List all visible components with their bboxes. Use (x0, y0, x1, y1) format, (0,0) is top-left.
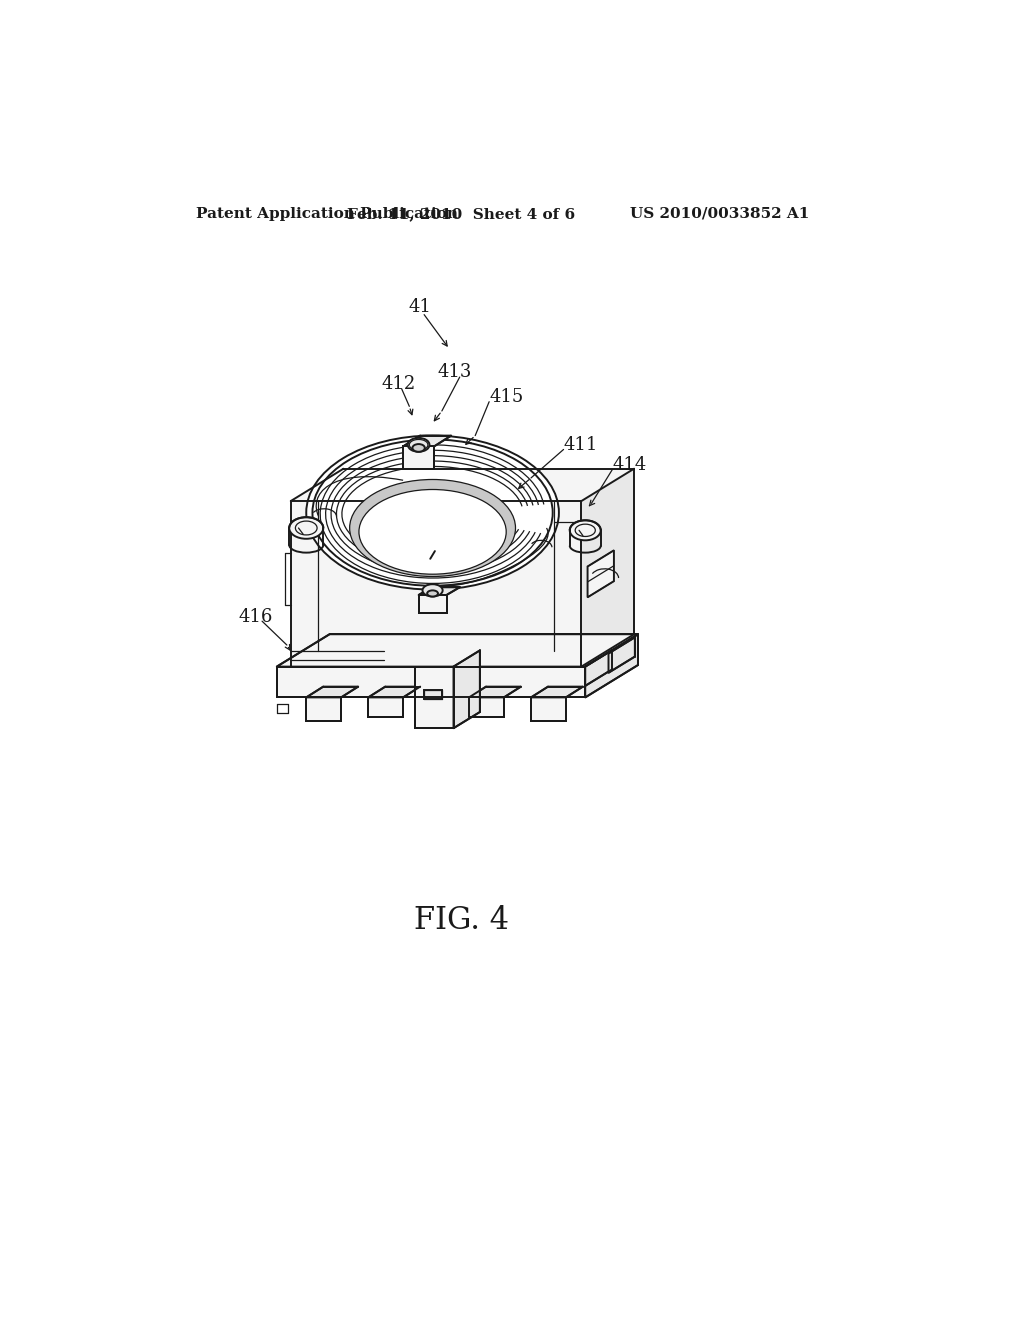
Text: 414: 414 (612, 455, 646, 474)
Polygon shape (306, 697, 341, 721)
Polygon shape (369, 686, 420, 697)
Text: 413: 413 (438, 363, 472, 381)
Ellipse shape (289, 517, 324, 539)
Polygon shape (608, 638, 635, 673)
Polygon shape (276, 635, 638, 667)
Text: Feb. 11, 2010  Sheet 4 of 6: Feb. 11, 2010 Sheet 4 of 6 (347, 207, 575, 220)
Ellipse shape (413, 444, 425, 451)
Text: Patent Application Publication: Patent Application Publication (197, 207, 458, 220)
Ellipse shape (423, 585, 442, 597)
Text: 416: 416 (239, 607, 273, 626)
Polygon shape (454, 651, 480, 729)
Polygon shape (469, 686, 521, 697)
Polygon shape (369, 697, 403, 717)
Polygon shape (419, 595, 446, 614)
Ellipse shape (569, 520, 601, 540)
Ellipse shape (408, 438, 429, 451)
Ellipse shape (359, 490, 506, 574)
Polygon shape (588, 550, 614, 597)
Polygon shape (403, 446, 434, 470)
Polygon shape (586, 651, 611, 686)
Polygon shape (306, 686, 358, 697)
Ellipse shape (427, 590, 438, 597)
Text: FIG. 4: FIG. 4 (414, 906, 509, 936)
Polygon shape (469, 697, 504, 717)
Polygon shape (531, 686, 583, 697)
Ellipse shape (312, 440, 553, 586)
Text: 415: 415 (489, 388, 523, 407)
Ellipse shape (306, 436, 559, 590)
Polygon shape (531, 697, 566, 721)
Polygon shape (419, 587, 460, 595)
Ellipse shape (349, 479, 515, 577)
Polygon shape (291, 502, 582, 667)
Text: 412: 412 (381, 375, 416, 393)
Polygon shape (403, 436, 452, 446)
Polygon shape (291, 469, 634, 502)
Text: US 2010/0033852 A1: US 2010/0033852 A1 (630, 207, 810, 220)
Polygon shape (276, 667, 586, 697)
Polygon shape (415, 667, 454, 729)
Text: 41: 41 (409, 298, 431, 315)
Polygon shape (424, 689, 442, 700)
Text: 411: 411 (563, 436, 598, 454)
Polygon shape (586, 635, 638, 697)
Polygon shape (582, 469, 634, 667)
